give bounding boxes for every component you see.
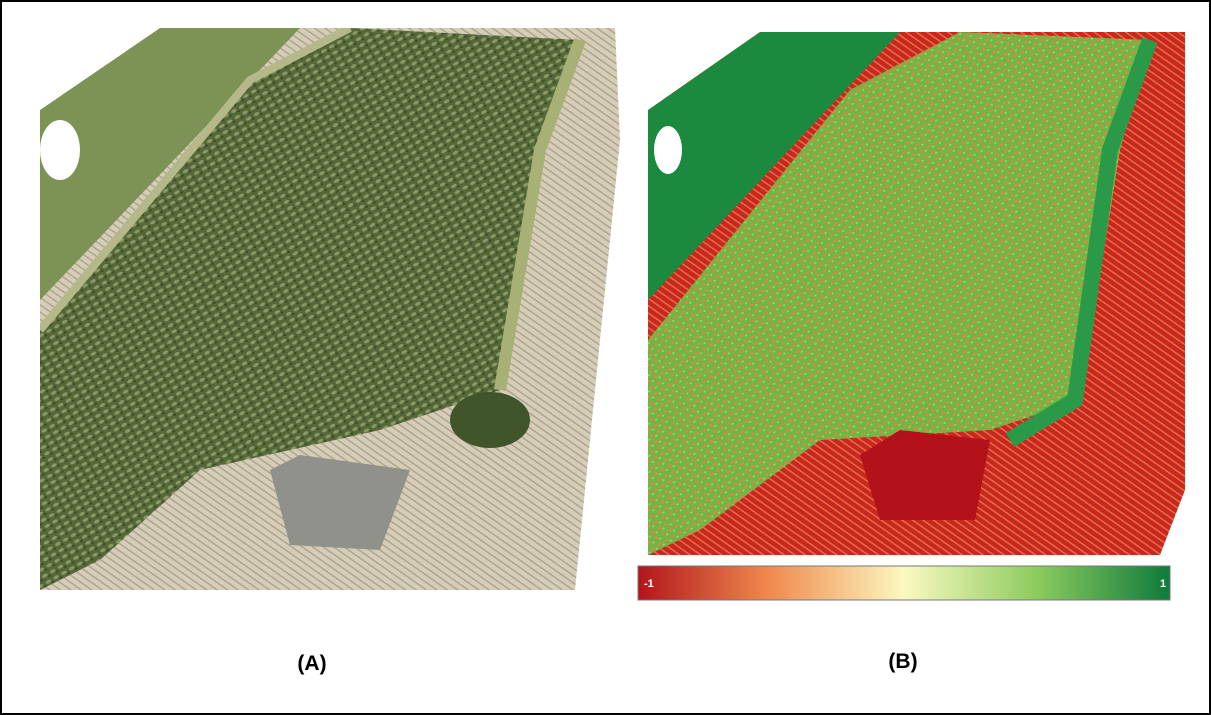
colorbar-min-label: -1 — [644, 578, 654, 590]
panel-label: (A) — [297, 652, 326, 675]
ndvi-image — [640, 25, 1200, 565]
colorbar-max-label: 1 — [1160, 578, 1166, 590]
rgb-image — [30, 20, 630, 600]
colorbar — [638, 566, 1170, 600]
page: -1 1 (A) (B) (() => { const data = JSON.… — [0, 0, 1211, 715]
panel-label: (B) — [888, 650, 917, 673]
figure: -1 1 (A) (B) — [0, 0, 1211, 715]
